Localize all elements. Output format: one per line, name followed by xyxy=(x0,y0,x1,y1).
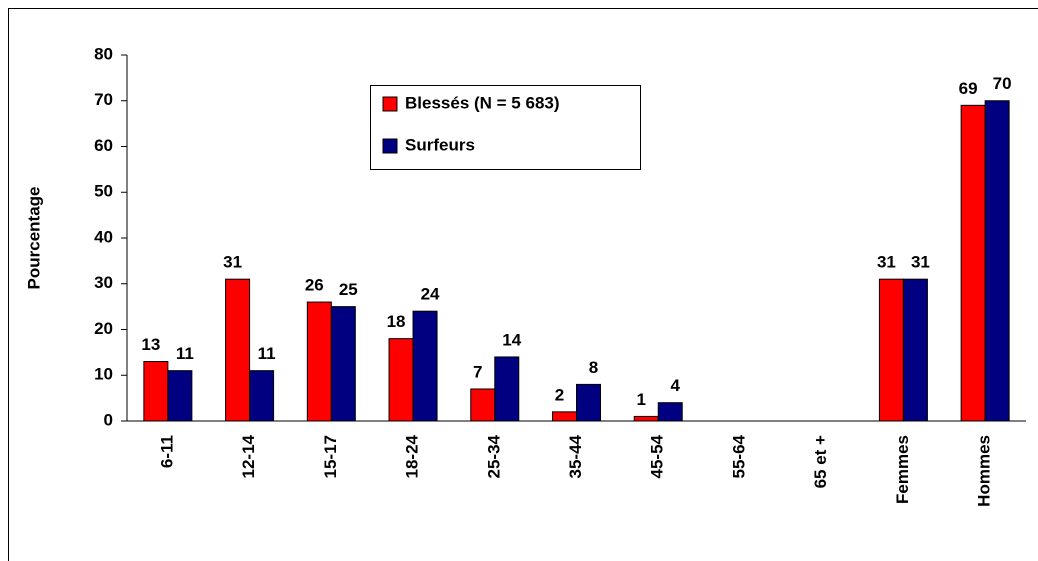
y-tick-label: 0 xyxy=(104,410,113,429)
value-label: 7 xyxy=(473,362,482,381)
value-label: 11 xyxy=(176,344,194,363)
x-tick-label: 25-34 xyxy=(484,434,503,478)
bar xyxy=(143,361,169,422)
x-tick-label: Hommes xyxy=(975,435,994,507)
bar xyxy=(576,383,601,422)
legend-swatch xyxy=(382,138,398,154)
value-label: 11 xyxy=(258,344,276,363)
y-tick-label: 30 xyxy=(94,273,113,292)
bar xyxy=(470,388,496,422)
value-label: 31 xyxy=(223,253,242,272)
bar xyxy=(984,100,1010,422)
legend-label: Blessés (N = 5 683) xyxy=(405,93,560,112)
y-tick-label: 40 xyxy=(94,227,113,246)
x-tick-label: 65 et + xyxy=(811,435,830,488)
bar xyxy=(330,306,356,422)
bar xyxy=(657,402,683,422)
value-label: 24 xyxy=(421,285,440,304)
frame xyxy=(8,8,1038,561)
bar xyxy=(633,415,659,422)
y-tick-label: 60 xyxy=(94,136,113,155)
value-label: 13 xyxy=(141,335,160,354)
bar xyxy=(388,338,414,422)
x-tick-label: 35-44 xyxy=(566,434,585,478)
bar xyxy=(552,411,577,422)
y-tick-label: 80 xyxy=(94,44,113,63)
bar xyxy=(412,310,438,422)
bar xyxy=(878,278,904,422)
x-tick-label: 45-54 xyxy=(648,434,667,478)
x-tick-label: 12-14 xyxy=(239,434,258,478)
value-label: 18 xyxy=(387,312,406,331)
y-axis-label: Pourcentage xyxy=(24,187,43,290)
legend-label: Surfeurs xyxy=(405,135,475,154)
x-tick-label: 6-11 xyxy=(157,435,176,468)
bar xyxy=(494,356,520,422)
value-label: 25 xyxy=(339,280,358,299)
value-label: 26 xyxy=(305,276,324,295)
bar xyxy=(167,370,193,422)
legend-swatch xyxy=(382,96,398,112)
value-label: 2 xyxy=(555,385,564,404)
value-label: 14 xyxy=(502,330,521,349)
value-label: 1 xyxy=(636,390,645,409)
y-tick-label: 50 xyxy=(94,182,113,201)
value-label: 69 xyxy=(959,79,978,98)
y-tick-label: 10 xyxy=(94,365,113,384)
x-tick-label: 55-64 xyxy=(729,434,748,478)
bar xyxy=(306,301,332,422)
bar xyxy=(225,278,251,422)
bar xyxy=(249,370,275,422)
legend-box xyxy=(370,85,641,170)
y-tick-label: 20 xyxy=(94,319,113,338)
value-label: 4 xyxy=(670,376,680,395)
x-tick-label: Femmes xyxy=(893,435,912,504)
bar xyxy=(960,104,986,422)
value-label: 70 xyxy=(993,74,1012,93)
value-label: 31 xyxy=(911,253,930,272)
x-tick-label: 18-24 xyxy=(403,434,422,478)
value-label: 8 xyxy=(589,358,598,377)
value-label: 31 xyxy=(877,253,896,272)
x-tick-label: 15-17 xyxy=(321,435,340,478)
y-tick-label: 70 xyxy=(94,90,113,109)
bar xyxy=(902,278,928,422)
